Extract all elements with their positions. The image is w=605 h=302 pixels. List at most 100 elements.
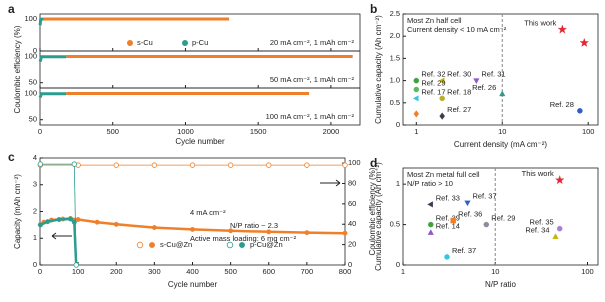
point-label: Ref. 35: [530, 218, 554, 227]
axis-arrow-right: [320, 179, 341, 187]
x-tick-label: 10: [491, 267, 499, 276]
marker: [68, 216, 73, 222]
x-tick-label: 0: [38, 127, 42, 136]
point-label: Ref. 18: [447, 87, 471, 96]
point-label: This work: [522, 169, 554, 178]
x-tick-label: 300: [148, 267, 161, 276]
data-line: [38, 55, 67, 63]
axis-arrow-left: [51, 232, 72, 240]
marker: [552, 233, 559, 239]
marker: [428, 221, 434, 228]
panel-label: d: [370, 156, 377, 170]
y-tick-label: 1.0: [390, 76, 400, 85]
annotation: Most Zn metal full cell: [407, 170, 480, 179]
x-tick-label: 500: [106, 127, 119, 136]
x-axis-label: Cycle number: [168, 280, 218, 289]
y-tick-label: 1: [396, 179, 400, 188]
panel-label: b: [370, 2, 377, 16]
marker: [113, 162, 119, 168]
marker: [71, 161, 78, 167]
marker: [226, 241, 234, 249]
data-line: [39, 217, 78, 266]
y-tick-label: 50: [29, 78, 37, 87]
data-line: [38, 17, 44, 26]
x-tick-label: 100: [582, 127, 595, 136]
marker: [413, 86, 420, 93]
marker: [342, 162, 348, 168]
marker: [439, 95, 445, 102]
annotation: Active mass loading: 6 mg cm⁻²: [190, 234, 297, 243]
marker: [227, 162, 234, 168]
point-label: This work: [524, 19, 556, 28]
y-tick-label: 100: [24, 51, 37, 60]
annotation: 20 mA cm⁻², 1 mAh cm⁻²: [270, 38, 355, 47]
point-label: Ref. 36: [458, 210, 482, 219]
point-label: Ref. 14: [436, 222, 460, 231]
data-line: [40, 163, 77, 266]
axes-frame: [402, 13, 599, 126]
y-tick-label: 2.5: [390, 9, 400, 18]
y-axis-label: Capacity (mAh cm⁻²): [13, 174, 22, 249]
marker: [427, 229, 434, 235]
point-label: Ref. 28: [550, 100, 574, 109]
x-tick-label: 1000: [177, 127, 194, 136]
panel-label: c: [8, 150, 15, 164]
y-tick-label: 20: [348, 240, 356, 249]
x-axis-label: N/P ratio: [485, 280, 517, 289]
point-label: Ref. 37: [452, 246, 476, 255]
marker: [579, 37, 590, 47]
marker: [464, 200, 471, 207]
legend-marker: [182, 40, 188, 46]
y-axis-label: Cumulative capacity (Ah cm⁻²): [374, 162, 383, 271]
y-tick-label: 50: [29, 115, 37, 124]
y-tick-label: 2: [33, 206, 37, 215]
annotation: Most Zn half cell: [407, 16, 462, 25]
point-label: Ref. 29: [491, 214, 515, 223]
y-tick-label: 40: [348, 219, 356, 228]
point-label: Ref. 31: [481, 70, 505, 79]
x-tick-label: 1: [401, 267, 405, 276]
marker: [427, 201, 433, 208]
y-tick-label: 100: [348, 158, 361, 167]
marker: [413, 110, 420, 118]
point-label: Ref. 17: [421, 87, 445, 96]
point-label: Ref. 37: [472, 192, 496, 201]
marker: [151, 225, 157, 230]
legend-marker: [127, 40, 133, 46]
x-tick-label: 500: [224, 267, 237, 276]
point-label: Ref. 33: [436, 193, 460, 202]
axes-frame: [39, 87, 361, 126]
y-tick-label: 0: [348, 260, 352, 269]
point-label: Ref. 34: [525, 226, 549, 235]
point-label: Ref. 39: [436, 214, 460, 223]
marker: [71, 219, 77, 225]
marker: [37, 222, 43, 228]
y-tick-label: 3: [33, 180, 37, 189]
x-tick-label: 200: [110, 267, 123, 276]
x-tick-label: 600: [262, 267, 275, 276]
marker: [37, 161, 44, 167]
y-tick-label: 1: [33, 233, 37, 242]
annotation: 50 mA cm⁻², 1 mAh cm⁻²: [270, 75, 355, 84]
x-axis-label: Cycle number: [175, 137, 225, 146]
marker: [149, 242, 155, 248]
panel-label: a: [8, 2, 15, 16]
x-tick-label: 0: [38, 267, 42, 276]
legend-label: s-Cu@Zn: [160, 240, 192, 249]
marker: [190, 226, 195, 232]
x-axis-label: Current density (mA cm⁻²): [454, 140, 547, 149]
marker: [444, 254, 450, 260]
axes-frame: [402, 167, 599, 266]
marker: [438, 77, 445, 84]
point-label: Ref. 29: [421, 78, 445, 87]
point-label: Ref. 26: [472, 83, 496, 92]
marker: [266, 229, 272, 235]
marker: [151, 162, 158, 168]
marker: [577, 108, 583, 114]
marker: [73, 262, 79, 268]
marker: [554, 175, 565, 185]
marker: [413, 77, 420, 84]
x-tick-label: 1500: [250, 127, 267, 136]
legend-label: p-Cu@Zn: [250, 240, 283, 249]
